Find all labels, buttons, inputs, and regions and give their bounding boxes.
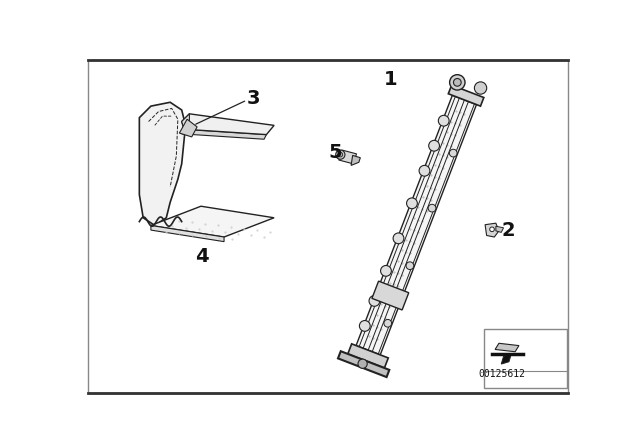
Text: 00125612: 00125612 <box>478 370 525 379</box>
Circle shape <box>360 320 370 332</box>
Polygon shape <box>151 225 224 241</box>
Polygon shape <box>140 102 186 225</box>
Circle shape <box>419 165 430 176</box>
Polygon shape <box>372 281 409 310</box>
Polygon shape <box>348 344 388 368</box>
Circle shape <box>384 319 392 327</box>
Polygon shape <box>182 114 274 134</box>
Bar <box>484 329 566 388</box>
Circle shape <box>338 152 342 157</box>
Text: 1: 1 <box>384 70 398 89</box>
Circle shape <box>429 140 440 151</box>
Polygon shape <box>351 155 360 165</box>
Circle shape <box>406 198 417 209</box>
Polygon shape <box>356 95 477 355</box>
Circle shape <box>406 262 413 270</box>
Circle shape <box>381 266 392 276</box>
Polygon shape <box>338 351 389 377</box>
Polygon shape <box>182 129 266 139</box>
Circle shape <box>369 296 380 306</box>
Polygon shape <box>501 354 511 364</box>
Text: 4: 4 <box>196 247 209 266</box>
Polygon shape <box>448 85 484 106</box>
Circle shape <box>428 204 436 212</box>
Text: 2: 2 <box>501 221 515 241</box>
Polygon shape <box>151 206 274 237</box>
Text: 5: 5 <box>328 143 342 162</box>
Circle shape <box>438 115 449 126</box>
Circle shape <box>450 75 465 90</box>
Circle shape <box>454 78 461 86</box>
Circle shape <box>474 82 486 94</box>
Polygon shape <box>339 150 356 164</box>
Circle shape <box>393 233 404 244</box>
Polygon shape <box>485 223 499 237</box>
Circle shape <box>358 359 367 368</box>
Circle shape <box>449 149 457 157</box>
Polygon shape <box>496 226 504 233</box>
Circle shape <box>490 227 494 232</box>
Text: 3: 3 <box>247 89 260 108</box>
Circle shape <box>336 150 345 159</box>
Polygon shape <box>495 343 519 352</box>
Polygon shape <box>179 119 197 137</box>
Polygon shape <box>182 114 189 129</box>
